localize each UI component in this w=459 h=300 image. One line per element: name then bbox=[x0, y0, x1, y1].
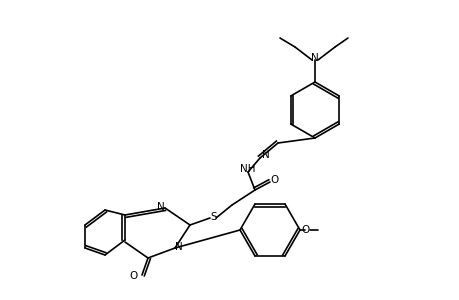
Text: N: N bbox=[310, 53, 318, 63]
Text: N: N bbox=[262, 150, 269, 160]
Text: O: O bbox=[301, 225, 309, 235]
Text: N: N bbox=[175, 242, 183, 252]
Text: NH: NH bbox=[240, 164, 255, 174]
Text: O: O bbox=[270, 175, 279, 185]
Text: N: N bbox=[157, 202, 164, 212]
Text: O: O bbox=[129, 271, 138, 281]
Text: S: S bbox=[210, 212, 217, 222]
